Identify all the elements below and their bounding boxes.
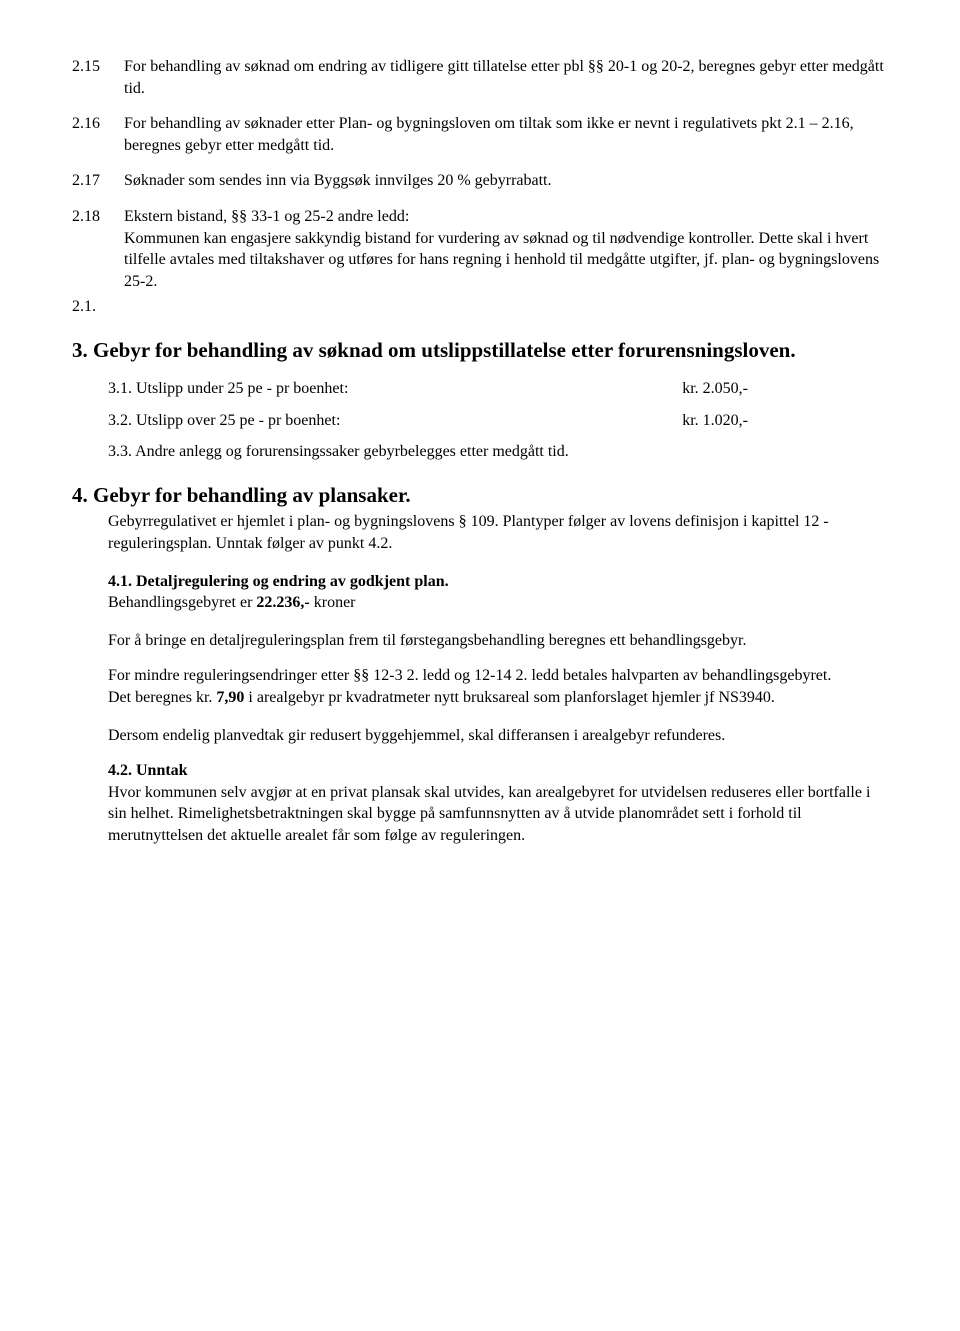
p3-suffix: i arealgebyr pr kvadratmeter nytt bruksa… xyxy=(244,689,775,706)
row-price: kr. 2.050,- xyxy=(682,378,888,400)
section-3-heading: 3. Gebyr for behandling av søknad om uts… xyxy=(72,336,888,364)
section-4-1-heading: 4.1. Detaljregulering og endring av godk… xyxy=(108,571,888,593)
item-text: For behandling av søknader etter Plan- o… xyxy=(124,113,888,156)
fee-amount: 22.236,- xyxy=(256,594,309,611)
item-number: 2.17 xyxy=(72,170,124,192)
list-item-2-18: 2.18 Ekstern bistand, §§ 33-1 og 25-2 an… xyxy=(72,206,888,292)
fee-suffix: kroner xyxy=(310,594,356,611)
item-text: Søknader som sendes inn via Byggsøk innv… xyxy=(124,170,888,192)
section-4-1-p3: Det beregnes kr. 7,90 i arealgebyr pr kv… xyxy=(108,687,888,709)
item-number: 2.15 xyxy=(72,56,124,99)
item-text: Ekstern bistand, §§ 33-1 og 25-2 andre l… xyxy=(124,206,888,292)
section-4-2-heading: 4.2. Unntak xyxy=(108,760,888,782)
list-item-2-15: 2.15 For behandling av søknad om endring… xyxy=(72,56,888,99)
section-4-1-p4: Dersom endelig planvedtak gir redusert b… xyxy=(108,725,888,747)
p3-amount: 7,90 xyxy=(216,689,244,706)
list-item-2-17: 2.17 Søknader som sendes inn via Byggsøk… xyxy=(72,170,888,192)
section-3-body: 3.1. Utslipp under 25 pe - pr boenhet: k… xyxy=(108,378,888,463)
row-3-3: 3.3. Andre anlegg og forurensingssaker g… xyxy=(108,441,888,463)
item-text: For behandling av søknad om endring av t… xyxy=(124,56,888,99)
item-text xyxy=(124,296,888,318)
section-4-1-p1: For å bringe en detaljreguleringsplan fr… xyxy=(108,630,888,652)
section-4-1-p2: For mindre reguleringsendringer etter §§… xyxy=(108,665,888,687)
row-3-2: 3.2. Utslipp over 25 pe - pr boenhet: kr… xyxy=(108,410,888,432)
item-number: 2.1. xyxy=(72,296,124,318)
row-label: 3.1. Utslipp under 25 pe - pr boenhet: xyxy=(108,378,682,400)
section-4-heading: 4. Gebyr for behandling av plansaker. xyxy=(72,481,888,509)
row-3-1: 3.1. Utslipp under 25 pe - pr boenhet: k… xyxy=(108,378,888,400)
item-number: 2.18 xyxy=(72,206,124,292)
list-item-2-1: 2.1. xyxy=(72,296,888,318)
row-price: kr. 1.020,- xyxy=(682,410,888,432)
section-4-intro: Gebyrregulativet er hjemlet i plan- og b… xyxy=(108,511,888,554)
p3-prefix: Det beregnes kr. xyxy=(108,689,216,706)
section-4-1: 4.1. Detaljregulering og endring av godk… xyxy=(108,571,888,747)
fee-prefix: Behandlingsgebyret er xyxy=(108,594,256,611)
section-4-2-text: Hvor kommunen selv avgjør at en privat p… xyxy=(108,782,888,847)
item-number: 2.16 xyxy=(72,113,124,156)
row-label: 3.2. Utslipp over 25 pe - pr boenhet: xyxy=(108,410,682,432)
section-4-1-fee: Behandlingsgebyret er 22.236,- kroner xyxy=(108,592,888,614)
section-4-2: 4.2. Unntak Hvor kommunen selv avgjør at… xyxy=(108,760,888,846)
list-item-2-16: 2.16 For behandling av søknader etter Pl… xyxy=(72,113,888,156)
